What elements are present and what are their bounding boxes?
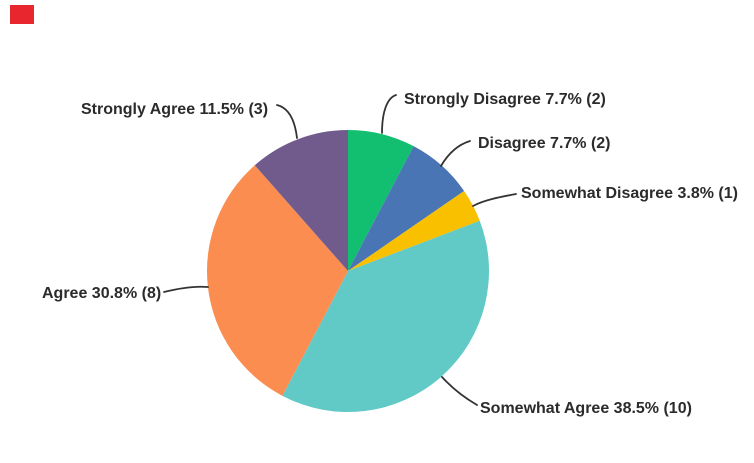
leader-line-agree [163, 285, 209, 293]
leader-line-disagree [440, 140, 471, 167]
pie-slice-disagree[interactable] [348, 146, 465, 271]
red-marker [10, 5, 34, 24]
pie-slice-somewhat-agree[interactable] [282, 220, 489, 413]
slice-label-strongly-agree: Strongly Agree 11.5% (3) [81, 101, 269, 118]
leader-line-somewhat-disagree [472, 193, 517, 207]
leader-line-somewhat-agree [441, 376, 478, 406]
slice-label-agree: Agree 30.8% (8) [42, 285, 162, 302]
pie-slice-somewhat-disagree[interactable] [348, 191, 480, 271]
slice-label-disagree: Disagree 7.7% (2) [478, 135, 611, 152]
slice-label-somewhat-disagree: Somewhat Disagree 3.8% (1) [521, 185, 738, 202]
pie-slice-strongly-disagree[interactable] [348, 130, 414, 271]
pie-slice-strongly-agree[interactable] [254, 130, 348, 271]
slice-label-strongly-disagree: Strongly Disagree 7.7% (2) [404, 91, 606, 108]
slice-label-somewhat-agree: Somewhat Agree 38.5% (10) [480, 400, 692, 417]
pie-slice-agree[interactable] [206, 165, 348, 396]
pie-slices [206, 130, 489, 413]
leader-line-strongly-disagree [381, 94, 397, 134]
leader-line-strongly-agree [276, 104, 298, 139]
